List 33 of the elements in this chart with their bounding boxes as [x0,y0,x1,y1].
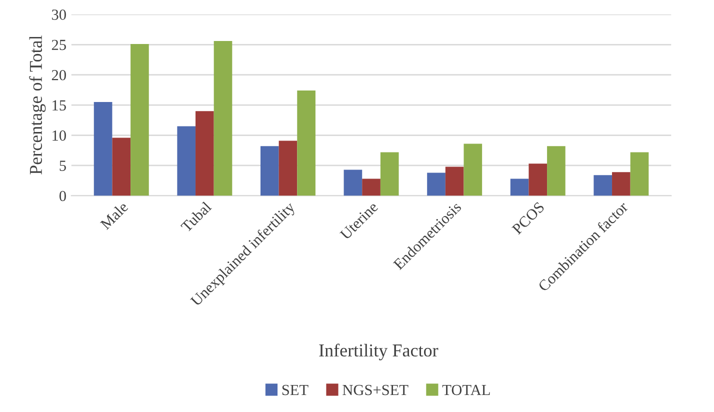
y-tick-label: 0 [59,190,66,202]
bar [510,178,529,196]
bar [445,166,464,196]
legend-label: NGS+SET [342,384,408,396]
bar [214,41,232,196]
bar [94,102,112,196]
bar [196,111,214,196]
y-tick-label: 15 [52,100,66,111]
bar [427,172,446,196]
bar [278,140,298,196]
x-axis-title: Infertility Factor [319,344,438,360]
legend-label: SET [282,384,308,396]
bar [594,175,612,196]
bar [344,170,362,196]
bar [547,146,566,196]
bar [630,152,649,196]
bar [612,172,630,196]
y-tick-label: 10 [52,130,66,141]
y-tick-label: 25 [52,40,66,50]
bar [260,146,279,196]
bar [528,164,548,196]
bar [130,44,149,196]
bar [464,144,482,196]
bar [362,178,380,196]
bar [380,152,399,196]
legend-label: TOTAL [442,384,490,396]
bar [112,138,131,196]
bar [297,90,316,196]
y-tick-label: 20 [52,70,66,80]
y-axis-title: Percentage of Total [29,36,46,174]
bar [177,126,196,196]
y-tick-label: 30 [52,10,66,20]
y-tick-label: 5 [60,160,66,171]
